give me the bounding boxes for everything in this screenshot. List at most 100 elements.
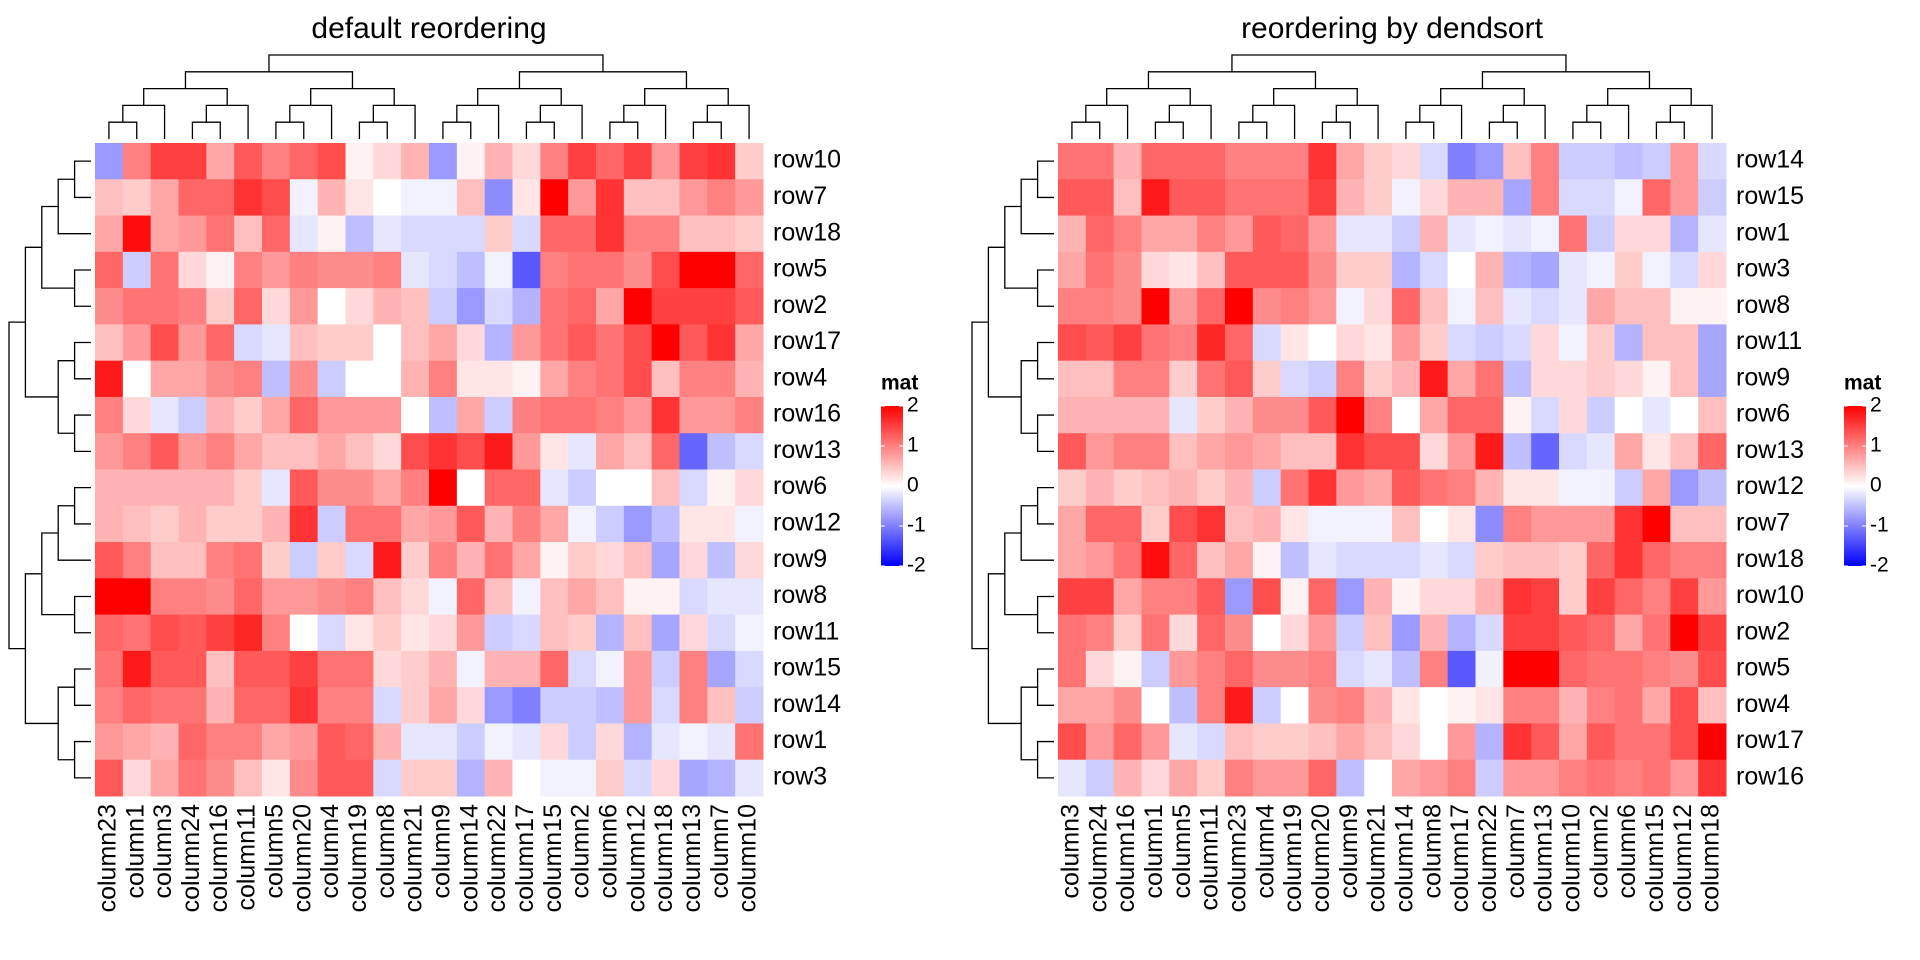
heatmap-cell <box>1559 396 1588 434</box>
heatmap-cell <box>1225 215 1254 253</box>
heatmap-cell <box>1113 324 1142 362</box>
heatmap-cell <box>1698 324 1727 362</box>
legend-tick-label: -2 <box>1870 554 1889 577</box>
heatmap-cell <box>1475 469 1504 507</box>
heatmap-cell <box>651 650 680 688</box>
heatmap-cell <box>1336 650 1365 688</box>
heatmap-cell <box>568 433 597 470</box>
heatmap-cell <box>262 650 291 688</box>
heatmap-cell <box>456 360 486 398</box>
heatmap-cell <box>1670 614 1699 652</box>
heatmap-cell <box>401 251 430 289</box>
heatmap-cell <box>1252 433 1282 470</box>
heatmap-cell <box>1141 215 1170 253</box>
heatmap-cell <box>1058 288 1087 325</box>
heatmap-cell <box>623 505 653 543</box>
heatmap-cell <box>596 687 625 724</box>
heatmap-cell <box>1308 723 1337 761</box>
heatmap-cell <box>401 723 430 761</box>
heatmap-cell <box>707 433 736 470</box>
heatmap-cell <box>1503 396 1532 434</box>
dendrogram <box>184 71 354 89</box>
heatmap-cell <box>651 759 680 797</box>
heatmap-cell <box>122 360 152 398</box>
heatmap-cell <box>1085 723 1115 761</box>
dendrogram <box>268 54 604 72</box>
heatmap-cell <box>1169 179 1198 217</box>
dendrogram <box>191 121 221 139</box>
heatmap-cell <box>1503 650 1532 688</box>
heatmap-cell <box>1447 650 1476 688</box>
column-label: column21 <box>400 804 428 912</box>
heatmap-cell <box>1252 360 1282 398</box>
heatmap-cell <box>150 324 179 362</box>
heatmap-cell <box>1225 251 1254 289</box>
heatmap-cell <box>1642 179 1671 217</box>
heatmap-cell <box>456 215 486 253</box>
heatmap-cell <box>373 396 402 434</box>
heatmap-cell <box>1447 759 1476 797</box>
heatmap-cell <box>1197 143 1226 180</box>
heatmap-cell <box>1503 505 1532 543</box>
heatmap-cell <box>512 614 541 652</box>
heatmap-cell <box>1113 650 1142 688</box>
heatmap-cell <box>401 324 430 362</box>
heatmap-cell <box>1475 687 1504 724</box>
row-label: row15 <box>1736 182 1804 210</box>
heatmap-cell <box>429 143 458 180</box>
heatmap-cell <box>95 215 124 253</box>
heatmap-cell <box>1559 324 1588 362</box>
heatmap-cell <box>735 578 764 616</box>
heatmap-cell <box>484 179 513 217</box>
heatmap-cell <box>1670 759 1699 797</box>
heatmap-cell <box>234 759 263 797</box>
heatmap-cell <box>540 360 569 398</box>
heatmap-cell <box>568 687 597 724</box>
column-label: column24 <box>177 804 205 912</box>
heatmap-cell <box>1058 650 1087 688</box>
heatmap-cell <box>1670 469 1699 507</box>
heatmap-cell <box>512 469 541 507</box>
heatmap-cell <box>1308 396 1337 434</box>
dendrogram <box>73 486 91 525</box>
heatmap-cell <box>1225 687 1254 724</box>
heatmap-cell <box>596 578 625 616</box>
heatmap-cell <box>317 288 346 325</box>
heatmap-cell <box>1419 360 1449 398</box>
heatmap-cell <box>1614 578 1643 616</box>
heatmap-cell <box>1364 360 1393 398</box>
heatmap-cell <box>1280 215 1309 253</box>
heatmap-cell <box>345 433 374 470</box>
heatmap-cell <box>1336 687 1365 724</box>
heatmap-cell <box>122 143 152 180</box>
dendrogram <box>1036 740 1054 779</box>
heatmap-cell <box>1503 542 1532 579</box>
heatmap-cell <box>178 578 207 616</box>
heatmap-cell <box>150 505 179 543</box>
column-label: column11 <box>1196 804 1224 911</box>
heatmap-cell <box>317 687 346 724</box>
heatmap-cell <box>373 179 402 217</box>
heatmap-cell <box>1058 723 1087 761</box>
heatmap-cell <box>1614 542 1643 579</box>
heatmap-cell <box>456 614 486 652</box>
heatmap-cell <box>1364 396 1393 434</box>
heatmap-cell <box>707 288 736 325</box>
legend-tick-label: 0 <box>1870 474 1882 497</box>
heatmap-cell <box>596 396 625 434</box>
heatmap-cell <box>1085 215 1115 253</box>
heatmap-cell <box>178 396 207 434</box>
heatmap-cell <box>707 469 736 507</box>
heatmap-cell <box>1698 759 1727 797</box>
heatmap-cell <box>150 542 179 579</box>
legend-title: mat <box>1844 372 1881 395</box>
heatmap-cell <box>596 215 625 253</box>
heatmap-cell <box>1085 396 1115 434</box>
heatmap-cell <box>150 650 179 688</box>
heatmap-cell <box>568 542 597 579</box>
heatmap-cell <box>289 650 319 688</box>
heatmap-cell <box>1364 469 1393 507</box>
heatmap-cell <box>1225 360 1254 398</box>
heatmap-cell <box>540 396 569 434</box>
heatmap-cell <box>122 433 152 470</box>
